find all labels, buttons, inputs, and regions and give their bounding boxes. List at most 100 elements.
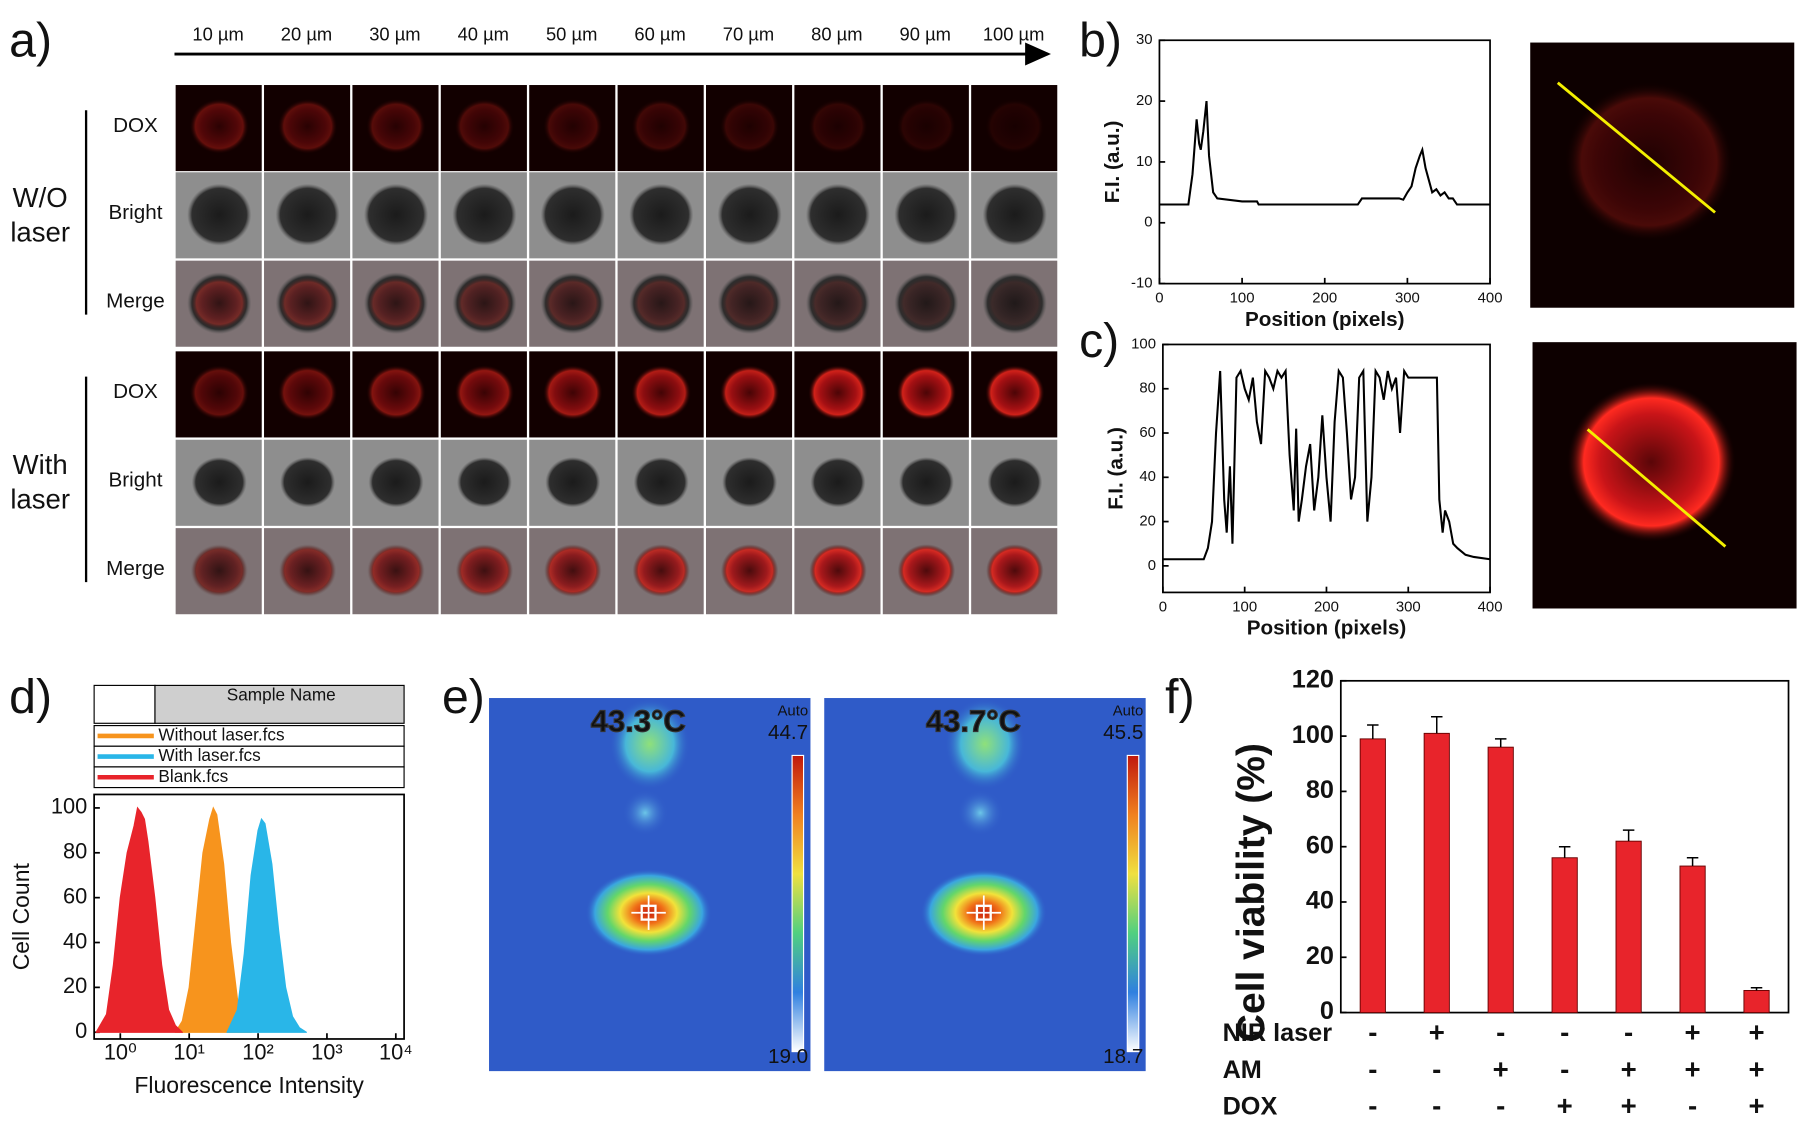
x-tick-label: 400 bbox=[1478, 289, 1503, 306]
error-bar bbox=[1431, 716, 1443, 734]
x-tick-label: 100 bbox=[1230, 289, 1255, 306]
y-tick-label: 60 bbox=[63, 883, 87, 908]
merge-signal bbox=[278, 276, 337, 330]
condition-sign: - bbox=[1624, 1017, 1633, 1048]
condition-name: AM bbox=[1223, 1056, 1262, 1084]
dox-signal bbox=[631, 365, 692, 421]
y-tick-label: 100 bbox=[1292, 721, 1334, 749]
spheroid bbox=[722, 456, 778, 508]
spheroid bbox=[982, 183, 1047, 246]
spheroid bbox=[805, 183, 871, 246]
spheroid bbox=[545, 456, 601, 508]
bar bbox=[1487, 746, 1514, 1014]
merge-signal bbox=[809, 276, 867, 330]
dox-signal bbox=[542, 98, 603, 154]
bar bbox=[1359, 738, 1386, 1014]
legend-header bbox=[154, 684, 405, 724]
spheroid bbox=[987, 456, 1043, 508]
dox-signal bbox=[189, 365, 250, 421]
temperature: 43.7°C bbox=[926, 703, 1021, 738]
spheroid bbox=[898, 456, 954, 508]
bar bbox=[1679, 865, 1706, 1014]
spheroid bbox=[717, 183, 782, 246]
legend-label: With laser.fcs bbox=[158, 745, 260, 765]
scale-min: 19.0 bbox=[768, 1045, 808, 1068]
y-axis-label: F.I. (a.u.) bbox=[1101, 121, 1124, 204]
merge-signal bbox=[367, 544, 425, 598]
x-tick-label: 10³ bbox=[311, 1040, 343, 1065]
depth-label: 90 µm bbox=[900, 24, 951, 45]
profile-curve bbox=[1162, 367, 1491, 561]
y-tick-label: 10 bbox=[1136, 153, 1153, 170]
x-tick-label: 200 bbox=[1314, 598, 1339, 615]
x-tick-label: 100 bbox=[1232, 598, 1257, 615]
panel-label: a) bbox=[9, 13, 52, 67]
condition-sign: + bbox=[1748, 1017, 1764, 1048]
dox-signal bbox=[631, 98, 692, 154]
merge-signal bbox=[544, 276, 602, 330]
merge-signal bbox=[986, 276, 1044, 330]
panel-label: c) bbox=[1079, 314, 1119, 368]
group-label: With bbox=[13, 449, 68, 480]
spheroid bbox=[894, 183, 959, 246]
color-scale bbox=[791, 754, 805, 1053]
x-tick-label: 10⁰ bbox=[104, 1040, 137, 1065]
merge-signal bbox=[720, 544, 779, 598]
scale-max: 45.5 bbox=[1103, 721, 1143, 744]
merge-signal bbox=[897, 276, 956, 330]
condition-sign: - bbox=[1368, 1053, 1377, 1084]
spheroid bbox=[191, 456, 247, 508]
y-tick-label: 100 bbox=[1131, 335, 1156, 352]
group-label: laser bbox=[10, 217, 70, 248]
spheroid bbox=[187, 183, 252, 246]
dox-signal bbox=[896, 365, 957, 421]
merge-signal bbox=[720, 276, 779, 330]
error-bar bbox=[1367, 724, 1379, 739]
confocal-signal bbox=[1564, 82, 1734, 242]
y-tick-label: 0 bbox=[1148, 557, 1156, 574]
histogram bbox=[95, 806, 183, 1033]
spheroid bbox=[633, 456, 689, 508]
depth-label: 60 µm bbox=[634, 24, 685, 45]
spheroid bbox=[275, 183, 340, 246]
condition-sign: + bbox=[1557, 1090, 1573, 1121]
group-label: laser bbox=[10, 483, 70, 514]
merge-signal bbox=[278, 544, 337, 598]
merge-signal bbox=[897, 544, 956, 598]
y-axis-label: Cell Count bbox=[8, 863, 34, 971]
scale-mode: Auto bbox=[1113, 703, 1144, 720]
y-tick-label: 80 bbox=[63, 839, 87, 864]
spheroid bbox=[280, 456, 336, 508]
condition-sign: + bbox=[1748, 1053, 1764, 1084]
spheroid bbox=[363, 183, 429, 246]
row-label: DOX bbox=[113, 114, 158, 137]
condition-sign: - bbox=[1560, 1053, 1569, 1084]
x-axis-label: Position (pixels) bbox=[1245, 308, 1405, 331]
y-tick-label: 20 bbox=[1136, 92, 1153, 109]
condition-sign: - bbox=[1560, 1017, 1569, 1048]
dox-signal bbox=[896, 98, 957, 154]
scale-max: 44.7 bbox=[768, 721, 808, 744]
heat-zone bbox=[622, 789, 669, 836]
y-tick-label: 40 bbox=[1306, 887, 1334, 915]
dox-signal bbox=[189, 98, 250, 154]
x-tick-label: 10¹ bbox=[173, 1040, 205, 1065]
legend-row bbox=[93, 766, 405, 789]
heat-zone bbox=[609, 698, 690, 790]
depth-label: 40 µm bbox=[458, 24, 509, 45]
condition-name: DOX bbox=[1223, 1093, 1278, 1121]
y-tick-label: 80 bbox=[1139, 380, 1156, 397]
y-tick-label: 120 bbox=[1292, 665, 1334, 693]
depth-label: 10 µm bbox=[192, 24, 243, 45]
y-tick-label: 40 bbox=[1139, 468, 1156, 485]
spheroid bbox=[629, 183, 694, 246]
legend-header-text: Sample Name bbox=[227, 684, 336, 704]
condition-sign: - bbox=[1368, 1090, 1377, 1121]
legend-cell bbox=[93, 684, 156, 724]
merge-signal bbox=[190, 276, 248, 330]
depth-label: 80 µm bbox=[811, 24, 862, 45]
y-axis-label: F.I. (a.u.) bbox=[1104, 427, 1127, 510]
condition-sign: - bbox=[1496, 1090, 1505, 1121]
row-label: Merge bbox=[106, 557, 165, 580]
color-scale bbox=[1126, 754, 1140, 1053]
